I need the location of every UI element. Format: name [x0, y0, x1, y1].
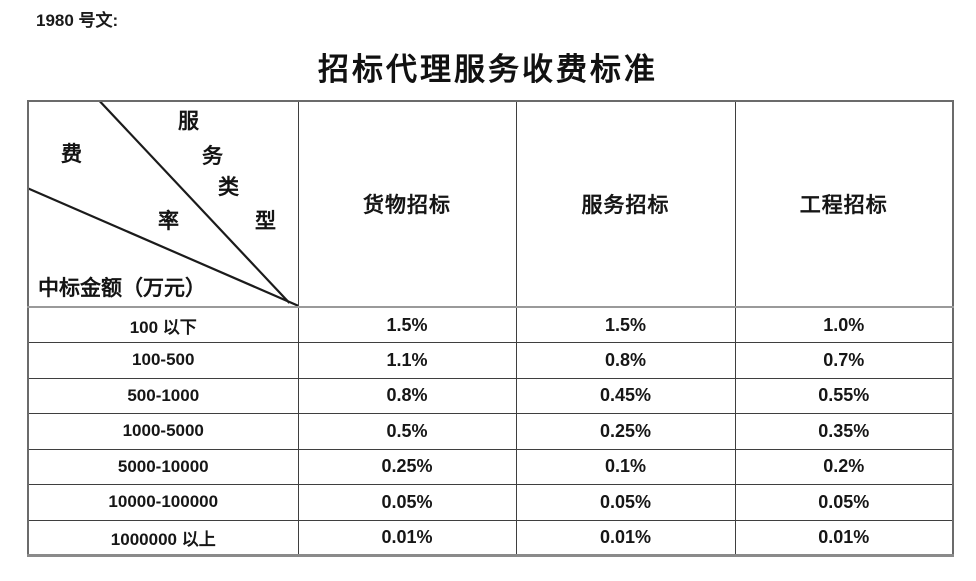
- table-row: 10000-100000 0.05% 0.05% 0.05%: [27, 484, 954, 521]
- row-label-amount-range: 100 以下: [27, 306, 299, 343]
- fee-value-goods: 0.5%: [297, 413, 517, 450]
- fee-table: 服 务 类 型 费 率 中标金额（万元） 货物招标 服务招标 工程招标 100 …: [27, 100, 954, 557]
- fee-value-services: 0.01%: [515, 519, 736, 556]
- row-label-amount-range: 500-1000: [27, 377, 299, 414]
- doc-ref-label: 1980 号文:: [36, 11, 119, 30]
- fee-value-works: 0.35%: [734, 413, 954, 450]
- corner-type-label-char: 服: [178, 109, 199, 133]
- fee-value-services: 0.25%: [515, 413, 736, 450]
- page-title: 招标代理服务收费标准: [318, 52, 658, 87]
- fee-value-services: 0.05%: [515, 484, 736, 521]
- table-header-row: 服 务 类 型 费 率 中标金额（万元） 货物招标 服务招标 工程招标: [27, 100, 954, 308]
- corner-rate-label-char: 率: [158, 209, 179, 233]
- fee-value-works: 1.0%: [734, 306, 954, 343]
- corner-type-label-char: 型: [255, 209, 276, 233]
- corner-rate-label-char: 费: [61, 142, 82, 166]
- fee-value-works: 0.2%: [734, 448, 954, 485]
- fee-value-services: 1.5%: [515, 306, 736, 343]
- fee-value-goods: 1.5%: [297, 306, 517, 343]
- fee-value-goods: 0.8%: [297, 377, 517, 414]
- column-header-works-bidding: 工程招标: [734, 100, 954, 308]
- fee-value-works: 0.55%: [734, 377, 954, 414]
- table-row: 1000000 以上 0.01% 0.01% 0.01%: [27, 519, 954, 556]
- row-label-amount-range: 1000000 以上: [27, 519, 299, 556]
- row-label-amount-range: 5000-10000: [27, 448, 299, 485]
- column-header-services-bidding: 服务招标: [515, 100, 736, 308]
- fee-value-services: 0.1%: [515, 448, 736, 485]
- row-label-amount-range: 10000-100000: [27, 484, 299, 521]
- fee-value-goods: 0.25%: [297, 448, 517, 485]
- table-corner-cell: 服 务 类 型 费 率 中标金额（万元）: [27, 100, 299, 308]
- corner-type-label-char: 类: [218, 175, 239, 199]
- row-label-amount-range: 100-500: [27, 342, 299, 379]
- row-label-amount-range: 1000-5000: [27, 413, 299, 450]
- corner-type-label-char: 务: [202, 144, 223, 168]
- table-row: 1000-5000 0.5% 0.25% 0.35%: [27, 413, 954, 450]
- fee-value-works: 0.05%: [734, 484, 954, 521]
- table-row: 5000-10000 0.25% 0.1% 0.2%: [27, 448, 954, 485]
- fee-value-works: 0.01%: [734, 519, 954, 556]
- fee-value-services: 0.45%: [515, 377, 736, 414]
- fee-value-goods: 1.1%: [297, 342, 517, 379]
- fee-value-goods: 0.01%: [297, 519, 517, 556]
- fee-value-services: 0.8%: [515, 342, 736, 379]
- corner-amount-label: 中标金额（万元）: [38, 276, 206, 300]
- diagonal-divider-lines: [29, 102, 297, 305]
- column-header-goods-bidding: 货物招标: [297, 100, 517, 308]
- fee-value-goods: 0.05%: [297, 484, 517, 521]
- table-row: 100 以下 1.5% 1.5% 1.0%: [27, 306, 954, 343]
- table-row: 100-500 1.1% 0.8% 0.7%: [27, 342, 954, 379]
- fee-value-works: 0.7%: [734, 342, 954, 379]
- table-row: 500-1000 0.8% 0.45% 0.55%: [27, 377, 954, 414]
